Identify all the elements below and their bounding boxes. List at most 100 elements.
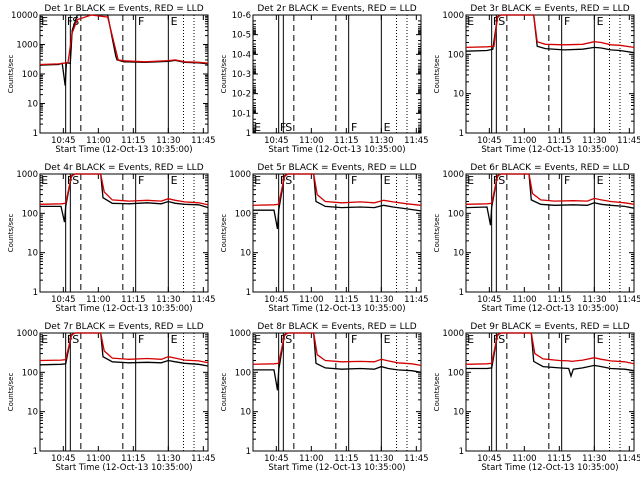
x-tick-label: 11:30 <box>369 454 394 464</box>
x-tick-label: 11:30 <box>582 295 607 305</box>
y-tick-label: 10 <box>27 100 38 110</box>
x-axis-label: Start Time (12-Oct-13 10:35:00) <box>268 463 405 473</box>
marker-label: S <box>72 333 79 346</box>
x-tick-label: 11:15 <box>121 454 146 464</box>
y-tick-label: 10 <box>27 408 38 418</box>
x-tick-label: 11:00 <box>86 295 111 305</box>
y-tick-label: 1000 <box>16 329 38 339</box>
y-tick-label: 1 <box>33 129 38 139</box>
series-lld <box>39 173 209 206</box>
marker-label: F <box>280 121 286 134</box>
y-tick-label: 1 <box>33 288 38 298</box>
x-tick-label: 11:00 <box>299 295 324 305</box>
y-tick-label: 10 <box>27 249 38 259</box>
x-tick-label: 11:45 <box>191 454 216 464</box>
y-tick-label: 1000 <box>442 170 464 180</box>
marker-label: F <box>138 15 144 28</box>
x-tick-label: 11:15 <box>334 454 359 464</box>
y-tick-label: 10000 <box>11 11 38 21</box>
y-tick-label: 1 <box>246 447 251 457</box>
marker-label: F <box>564 333 570 346</box>
marker-label: S <box>72 174 79 187</box>
x-axis-label: Start Time (12-Oct-13 10:35:00) <box>481 463 618 473</box>
y-tick-label: 10 <box>453 408 464 418</box>
x-tick-label: 10:45 <box>264 136 289 146</box>
marker-label: F <box>67 15 73 28</box>
marker-label: E <box>254 333 261 346</box>
y-tick-label: 10 <box>453 249 464 259</box>
x-tick-label: 10:45 <box>51 454 76 464</box>
y-tick-label: 1000 <box>229 170 251 180</box>
y-tick-label: 1 <box>246 129 251 139</box>
y-tick-label: 100 <box>22 70 38 80</box>
panel-title: Det 3r BLACK = Events, RED = LLD <box>470 4 629 14</box>
plot-frame <box>39 332 209 452</box>
y-tick-label: 100 <box>22 368 38 378</box>
series-events <box>253 332 422 391</box>
x-tick-label: 11:30 <box>582 454 607 464</box>
marker-label: E <box>597 174 604 187</box>
y-tick-label: 1 <box>459 447 464 457</box>
y-tick-label: 10-2 <box>232 90 251 100</box>
panel-title: Det 1r BLACK = Events, RED = LLD <box>44 4 203 14</box>
y-tick-label: 1 <box>33 447 38 457</box>
marker-label: E <box>467 15 474 28</box>
y-tick-label: 1000 <box>16 170 38 180</box>
y-tick-label: 100 <box>448 50 464 60</box>
panel-title: Det 2r BLACK = Events, RED = LLD <box>257 4 416 14</box>
x-tick-label: 11:15 <box>121 136 146 146</box>
series-lld <box>39 14 209 66</box>
x-tick-label: 11:00 <box>512 136 537 146</box>
x-tick-label: 11:45 <box>191 136 216 146</box>
y-tick-label: 1 <box>246 288 251 298</box>
x-tick-label: 11:45 <box>617 454 640 464</box>
marker-label: F <box>564 174 570 187</box>
x-axis-label: Start Time (12-Oct-13 10:35:00) <box>55 304 192 314</box>
y-tick-label: 10 <box>240 408 251 418</box>
x-tick-label: 10:45 <box>477 454 502 464</box>
series-lld <box>39 332 209 364</box>
series-lld <box>465 332 635 365</box>
y-axis-label: Counts/sec <box>220 373 228 412</box>
x-tick-label: 11:45 <box>404 136 429 146</box>
panel-title: Det 5r BLACK = Events, RED = LLD <box>257 163 416 173</box>
panel-title: Det 8r BLACK = Events, RED = LLD <box>257 322 416 332</box>
marker-label: E <box>597 333 604 346</box>
series-events <box>465 173 635 226</box>
marker-label: E <box>384 333 391 346</box>
y-axis-label: Counts/sec <box>433 214 441 253</box>
x-tick-label: 11:45 <box>404 295 429 305</box>
marker-label: F <box>351 174 357 187</box>
marker-label: F <box>138 333 144 346</box>
marker-label: E <box>171 333 178 346</box>
marker-label: S <box>285 174 292 187</box>
series-events <box>40 173 209 223</box>
marker-label: E <box>171 15 178 28</box>
x-tick-label: 11:15 <box>547 295 572 305</box>
x-tick-label: 11:45 <box>404 454 429 464</box>
plot-frame <box>465 332 635 452</box>
x-tick-label: 10:45 <box>264 454 289 464</box>
series-lld <box>465 14 635 49</box>
marker-label: S <box>285 333 292 346</box>
x-tick-label: 11:00 <box>86 454 111 464</box>
series-events <box>253 173 422 230</box>
panel-title: Det 7r BLACK = Events, RED = LLD <box>44 322 203 332</box>
panel-title: Det 6r BLACK = Events, RED = LLD <box>470 163 629 173</box>
y-tick-label: 10-1 <box>232 109 251 119</box>
y-tick-label: 1000 <box>442 11 464 21</box>
x-tick-label: 11:15 <box>334 295 359 305</box>
x-tick-label: 11:00 <box>512 454 537 464</box>
plot-frame <box>39 173 209 293</box>
x-tick-label: 11:30 <box>156 454 181 464</box>
y-tick-label: 10-6 <box>232 11 251 21</box>
marker-label: F <box>351 121 357 134</box>
x-tick-label: 11:30 <box>582 136 607 146</box>
y-axis-label: Counts/sec <box>220 55 228 94</box>
